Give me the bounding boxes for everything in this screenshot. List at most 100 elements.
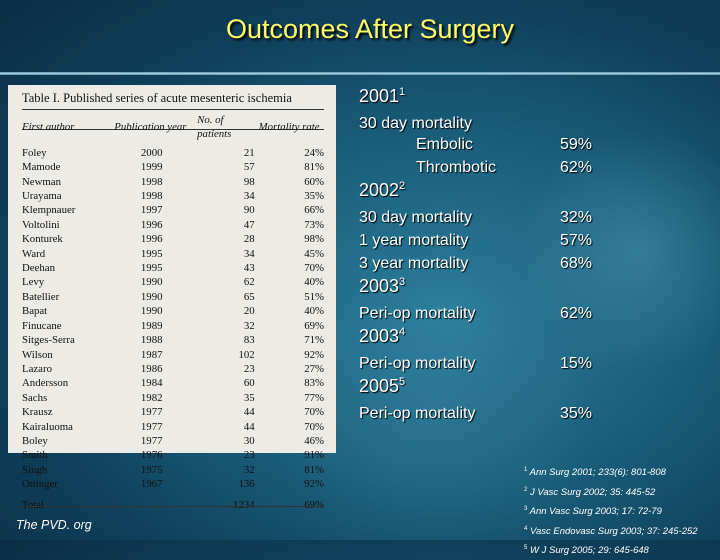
study-ref-number: 1: [399, 86, 406, 98]
table-cell: Boley: [22, 434, 48, 447]
table-cell: 1975: [140, 463, 163, 476]
table-cell: 35: [243, 391, 255, 404]
study-label: Peri-op mortality: [359, 355, 476, 372]
table-cell: 1977: [140, 420, 163, 433]
study-year-2003-b: 20034: [359, 326, 405, 347]
table-cell: 32: [243, 463, 255, 476]
reference-number: 3: [524, 506, 528, 513]
table-cell: 1976: [140, 449, 163, 462]
study-ref-number: 2: [399, 180, 406, 192]
series-table: First author Publication year No. of pat…: [22, 113, 324, 512]
table-cell: 1967: [140, 478, 163, 491]
table-cell: 34: [243, 190, 255, 203]
table-row: Andersson 1984 60 83%: [22, 376, 324, 390]
study-year-2001: 20011: [359, 86, 405, 107]
table-total-cell: 1234: [233, 498, 255, 511]
study-year-text: 2005: [359, 376, 400, 396]
study-label: Peri-op mortality: [359, 305, 476, 322]
table-cell: Wilson: [22, 348, 53, 361]
table-cell: Foley: [22, 146, 47, 159]
table-cell: 47: [243, 218, 255, 231]
study-label: Thrombotic: [416, 159, 497, 176]
table-cell: Ward: [22, 247, 46, 260]
published-series-table-image: Table I. Published series of acute mesen…: [8, 85, 336, 511]
table-cell: 40%: [304, 305, 324, 318]
reference-text: Ann Vasc Surg 2003; 17: 72-79: [529, 506, 662, 518]
table-row: Deehan 1995 43 70%: [22, 261, 324, 275]
table-cell: 1997: [140, 204, 163, 217]
table-cell: 1999: [140, 161, 163, 174]
table-cell: 70%: [304, 420, 324, 433]
study-value: 68%: [560, 255, 593, 272]
footer-source: The PVD. org: [16, 518, 92, 532]
table-row: Ottinger 1967 136 92%: [22, 477, 324, 491]
header-publication-year: Publication year: [114, 121, 187, 134]
table-row: Urayama 1998 34 35%: [22, 189, 324, 203]
table-cell: 70%: [304, 262, 324, 275]
page-title: Outcomes After Surgery: [225, 14, 515, 44]
table-cell: 136: [238, 478, 255, 491]
study-value: 32%: [560, 209, 593, 226]
table-cell: 34: [243, 247, 255, 260]
table-cell: 1977: [140, 406, 163, 419]
study-value: 59%: [560, 136, 593, 153]
reference-number: 1: [524, 467, 528, 473]
study-label: Embolic: [416, 136, 473, 153]
table-row: Voltolini 1996 47 73%: [22, 218, 324, 232]
table-cell: Batellier: [22, 290, 60, 303]
table-cell: 92%: [304, 478, 324, 491]
table-cell: 32: [243, 319, 255, 332]
study-label: 30 day mortality: [359, 115, 472, 132]
table-row: Krausz 1977 44 70%: [22, 405, 324, 419]
reference-text: Ann Surg 2001; 233(6): 801-808: [529, 467, 666, 479]
table-row: Foley 2000 21 24%: [22, 146, 324, 160]
table-cell: 81%: [304, 161, 324, 174]
table-header-row: First author Publication year No. of pat…: [22, 113, 324, 146]
reference-list: 1 Ann Surg 2001; 233(6): 801-808 2 J Vasc…: [524, 462, 698, 560]
table-row: Konturek 1996 28 98%: [22, 232, 324, 246]
header-first-author: First author: [22, 121, 75, 134]
table-cell: 60: [243, 377, 255, 390]
table-cell: Finucane: [22, 319, 62, 332]
table-cell: 91%: [304, 449, 324, 462]
table-cell: 83: [243, 334, 255, 347]
table-cell: 71%: [304, 334, 324, 347]
table-cell: 81%: [304, 463, 324, 476]
table-cell: 1988: [140, 334, 163, 347]
table-cell: 62: [243, 276, 255, 289]
table-total-rule: [22, 506, 324, 507]
table-cell: 1990: [140, 276, 163, 289]
table-total-cell: 69%: [304, 498, 324, 511]
table-cell: 1990: [140, 305, 163, 318]
table-row: Kairaluoma 1977 44 70%: [22, 420, 324, 434]
table-cell: 1989: [140, 319, 163, 332]
table-cell: 1995: [140, 247, 163, 260]
table-cell: 90: [243, 204, 255, 217]
table-cell: 35%: [304, 190, 324, 203]
study-label: 3 year mortality: [359, 255, 469, 272]
table-row: Singh 1975 32 81%: [22, 463, 324, 477]
study-year-text: 2003: [359, 276, 400, 296]
table-cell: Smith: [22, 449, 48, 462]
table-cell: 1996: [140, 233, 163, 246]
reference-item: 5 W J Surg 2005; 29: 645-648: [524, 540, 698, 560]
study-value: 15%: [560, 355, 593, 372]
table-cell: Newman: [22, 175, 61, 188]
table-cell: Lazaro: [22, 362, 52, 375]
table-row: Newman 1998 98 60%: [22, 175, 324, 189]
table-row: Sachs 1982 35 77%: [22, 391, 324, 405]
reference-text: W J Surg 2005; 29: 645-648: [529, 545, 649, 557]
table-cell: 73%: [304, 218, 324, 231]
study-label: Peri-op mortality: [359, 405, 476, 422]
header-no-of-patients: No. of patients: [197, 114, 232, 141]
table-cell: 43: [243, 262, 255, 275]
table-cell: 23: [243, 362, 255, 375]
table-cell: 1998: [140, 175, 163, 188]
table-row: Wilson 1987 102 92%: [22, 348, 324, 362]
table-cell: 60%: [304, 175, 324, 188]
table-cell: 1990: [140, 290, 163, 303]
study-year-2003-a: 20033: [359, 276, 405, 297]
table-cell: Kairaluoma: [22, 420, 73, 433]
title-divider: [0, 72, 720, 75]
table-cell: 21: [243, 146, 255, 159]
